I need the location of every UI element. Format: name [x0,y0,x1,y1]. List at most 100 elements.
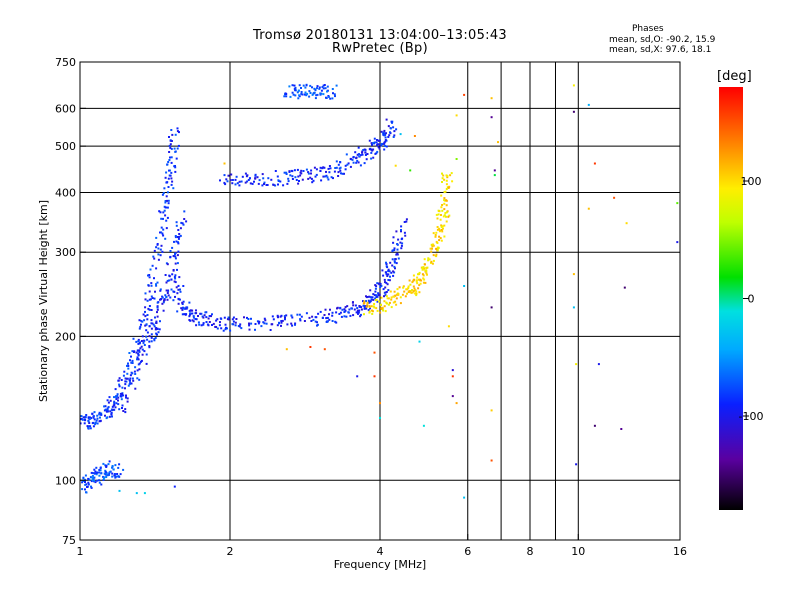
data-point [128,383,131,386]
colorbar-label: [deg] [717,69,752,84]
data-point [165,219,168,222]
data-point [285,348,288,351]
data-point [145,353,148,356]
data-point [357,146,360,149]
colorbar [719,87,743,510]
data-point [316,324,318,327]
data-point [88,478,91,481]
data-point [176,292,179,295]
data-point [177,302,180,305]
data-point [145,335,148,338]
data-point [177,298,180,301]
data-point [372,293,375,296]
data-point [365,158,368,161]
data-point [137,342,140,345]
data-point [398,286,401,289]
data-point [254,328,256,331]
data-point [284,93,286,96]
data-point [371,309,373,312]
data-point [136,369,139,372]
data-point [88,422,91,424]
data-point [84,416,87,419]
data-point [109,410,112,413]
data-point [189,319,192,322]
data-point [382,288,385,291]
data-point [455,402,458,405]
data-point [121,407,123,409]
data-point [361,151,363,154]
data-point [89,417,92,420]
data-point [136,377,139,380]
data-point [106,474,109,477]
data-point [175,221,178,224]
data-point [166,206,169,209]
data-point [116,393,119,396]
data-point [300,315,303,318]
data-point [93,472,96,475]
data-point [138,342,141,345]
data-point [575,363,578,366]
data-point [282,184,285,187]
data-point [305,168,308,171]
data-point [381,269,384,272]
data-point [118,385,121,388]
data-point [177,241,179,244]
data-point [368,301,371,304]
data-point [443,208,446,211]
data-point [178,233,181,235]
data-point [377,292,380,295]
data-point [390,120,393,123]
data-point [177,250,180,253]
data-point [490,116,493,119]
data-point [132,337,135,340]
data-point [365,307,368,310]
data-point [490,306,493,309]
data-point [322,93,325,96]
data-point [393,247,396,250]
data-point [395,303,398,306]
data-point [676,241,679,244]
data-point [392,270,395,273]
data-point [117,399,119,402]
data-point [173,165,176,168]
data-point [105,465,108,467]
data-point [448,214,451,217]
data-point [202,323,205,326]
data-point [94,481,97,484]
data-point [296,91,299,94]
data-point [283,95,286,98]
data-point [185,313,188,316]
data-point [385,118,388,121]
data-point [164,237,167,240]
data-point [111,465,114,468]
data-point [117,379,120,382]
data-point [118,377,121,380]
data-point [311,86,313,89]
data-point [169,139,172,142]
data-point [334,167,337,169]
data-point [313,87,316,90]
data-point [388,134,391,137]
data-point [151,264,154,267]
data-point [331,320,334,322]
data-point [382,274,385,277]
data-point [385,145,388,148]
data-point [234,183,237,186]
data-point [140,359,143,362]
stats-o-mode: mean, sd,O: -90.2, 15.9 [609,35,716,45]
data-point [118,383,121,386]
data-point [435,247,438,250]
data-point [390,271,393,274]
data-point [380,144,383,147]
data-point [169,250,172,252]
data-point [142,341,145,344]
data-point [369,300,372,303]
data-point [397,238,400,241]
data-point [170,140,173,142]
data-point [254,323,257,325]
x-tick-label: 2 [227,545,234,558]
data-point [436,242,439,244]
data-point [182,223,185,226]
data-point [390,296,393,299]
data-point [383,129,386,132]
